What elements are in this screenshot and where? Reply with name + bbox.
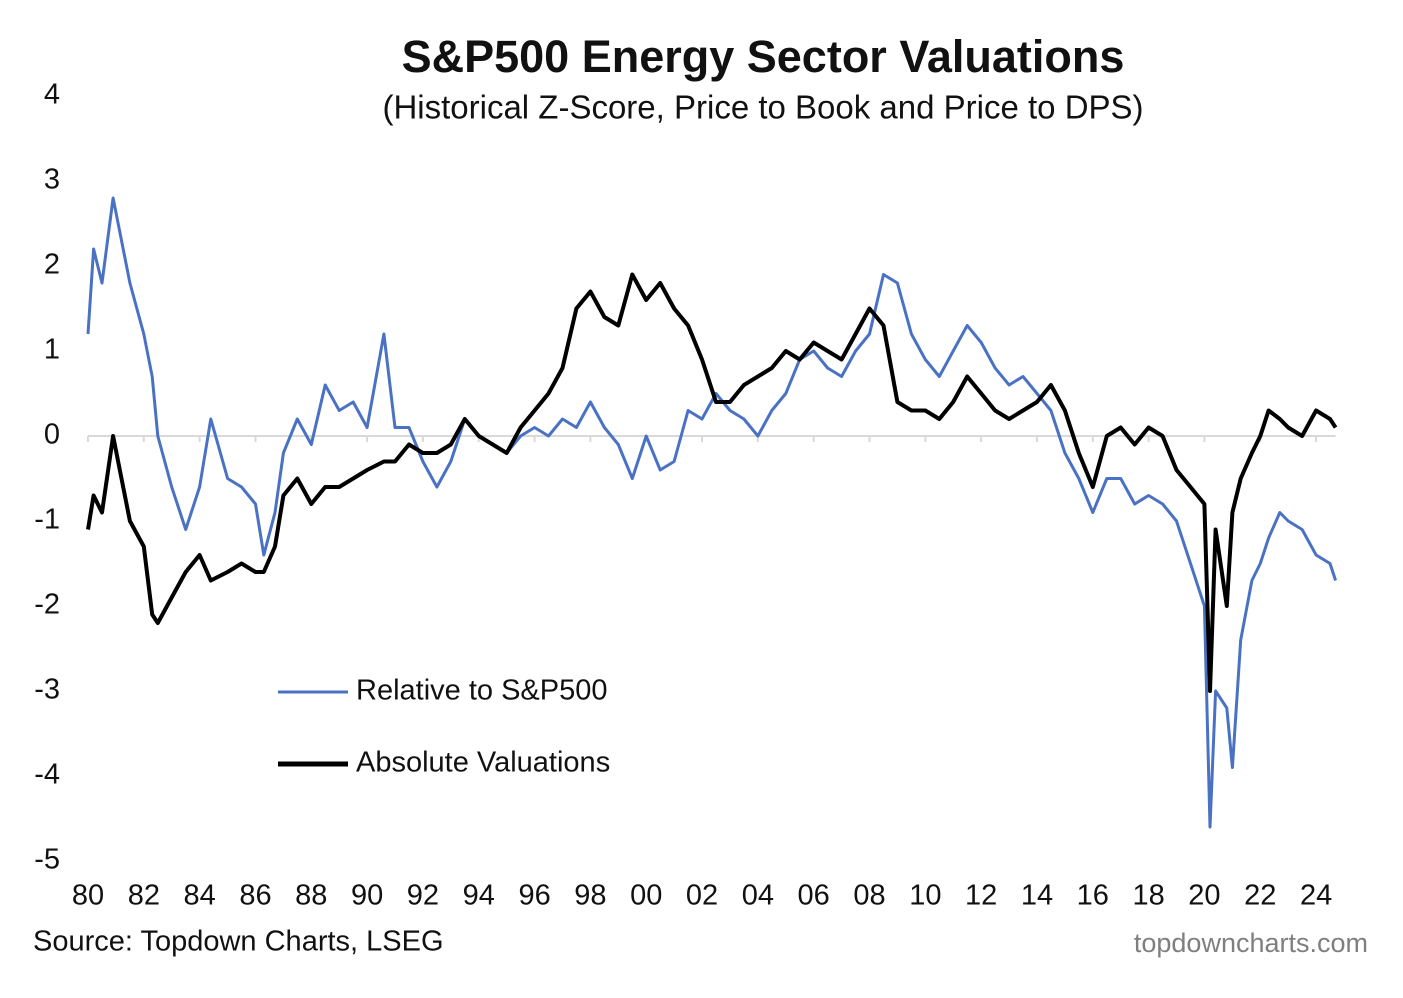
x-tick-label: 22	[1244, 880, 1276, 912]
x-tick-label: 90	[351, 880, 383, 912]
series-line	[86, 196, 1338, 829]
x-tick-label: 86	[239, 880, 271, 912]
y-tick-label: 3	[44, 164, 60, 196]
legend-label: Relative to S&P500	[356, 675, 607, 707]
y-tick-label: -4	[34, 759, 60, 791]
x-tick-label: 24	[1300, 880, 1332, 912]
source-note: Source: Topdown Charts, LSEG	[33, 926, 444, 958]
y-tick-label: -3	[34, 674, 60, 706]
x-tick-label: 92	[407, 880, 439, 912]
y-tick-label: 1	[44, 334, 60, 366]
x-tick-label: 02	[686, 880, 718, 912]
x-tick-label: 18	[1132, 880, 1164, 912]
chart-title: S&P500 Energy Sector Valuations	[402, 31, 1125, 82]
y-tick-label: 2	[44, 249, 60, 281]
x-tick-label: 06	[798, 880, 830, 912]
y-tick-label: 0	[44, 419, 60, 451]
y-tick-label: -1	[34, 504, 60, 536]
x-tick-label: 16	[1077, 880, 1109, 912]
x-tick-label: 08	[853, 880, 885, 912]
x-tick-label: 96	[518, 880, 550, 912]
chart-subtitle: (Historical Z-Score, Price to Book and P…	[382, 89, 1143, 126]
x-tick-label: 98	[574, 880, 606, 912]
watermark: topdowncharts.com	[1134, 928, 1368, 958]
x-tick-label: 04	[742, 880, 774, 912]
x-tick-label: 94	[463, 880, 495, 912]
x-tick-label: 84	[184, 880, 216, 912]
x-tick-label: 00	[630, 880, 662, 912]
y-tick-label: -5	[34, 844, 60, 876]
legend-label: Absolute Valuations	[356, 747, 610, 779]
x-tick-label: 12	[965, 880, 997, 912]
x-tick-label: 10	[909, 880, 941, 912]
y-tick-label: 4	[44, 79, 60, 111]
y-tick-label: -2	[34, 589, 60, 621]
x-tick-label: 88	[295, 880, 327, 912]
x-tick-label: 80	[72, 880, 104, 912]
series-line	[86, 272, 1338, 693]
x-tick-label: 82	[128, 880, 160, 912]
x-tick-label: 14	[1021, 880, 1053, 912]
x-tick-label: 20	[1188, 880, 1220, 912]
